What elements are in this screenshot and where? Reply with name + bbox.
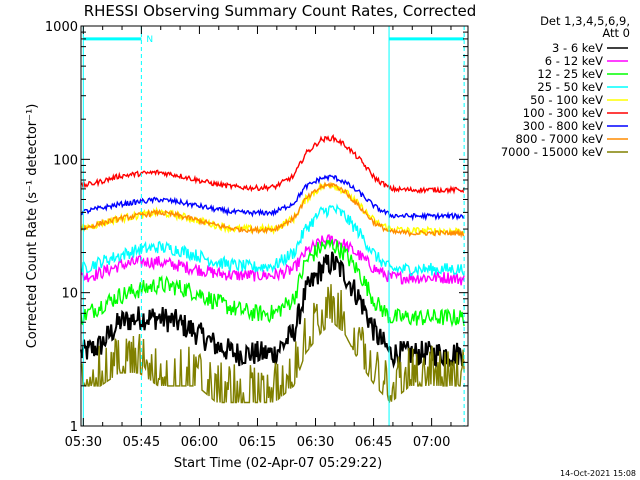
legend-label-4: 50 - 100 keV: [530, 93, 603, 107]
plot-frame: [80, 25, 469, 427]
timestamp: 14-Oct-2021 15:08: [560, 469, 636, 478]
x-tick-label-4: 06:30: [297, 435, 334, 450]
night-marker-label: N: [146, 35, 153, 45]
series-line-3: [80, 203, 465, 277]
legend-label-3: 25 - 50 keV: [537, 80, 603, 94]
series-layer: [80, 134, 465, 404]
y-tick-label-2: 100: [53, 153, 78, 168]
legend-label-8: 7000 - 15000 keV: [501, 145, 603, 159]
legend-label-5: 100 - 300 keV: [523, 106, 603, 120]
x-tick-label-0: 05:30: [65, 435, 102, 450]
chart-title: RHESSI Observing Summary Count Rates, Co…: [84, 2, 477, 20]
annotation-layer: N: [82, 26, 465, 426]
y-tick-label-0: 1: [70, 420, 78, 435]
series-line-6: [80, 174, 465, 222]
series-line-4: [80, 182, 465, 236]
y-axis-label: Corrected Count Rate (s⁻¹ detector⁻¹): [25, 104, 40, 349]
x-tick-label-6: 07:00: [413, 435, 450, 450]
series-line-8: [80, 284, 465, 404]
legend-header-1: Att 0: [602, 26, 630, 40]
legend-header-0: Det 1,3,4,5,6,9,: [540, 14, 630, 28]
series-line-7: [80, 181, 465, 239]
x-tick-label-1: 05:45: [123, 435, 160, 450]
x-tick-label-5: 06:45: [355, 435, 392, 450]
x-tick-label-2: 06:00: [181, 435, 218, 450]
legend-label-0: 3 - 6 keV: [552, 41, 603, 55]
series-line-0: [80, 251, 465, 369]
legend-label-6: 300 - 800 keV: [523, 119, 603, 133]
y-tick-label-1: 10: [61, 287, 78, 302]
legend-label-2: 12 - 25 keV: [537, 67, 603, 81]
x-axis-label: Start Time (02-Apr-07 05:29:22): [174, 456, 382, 471]
y-tick-label-3: 1000: [45, 20, 78, 35]
legend-label-1: 6 - 12 keV: [545, 54, 603, 68]
y-axis: 1 10 100 1000: [45, 20, 468, 435]
series-line-2: [80, 239, 465, 328]
series-line-5: [80, 134, 465, 195]
legend-label-7: 800 - 7000 keV: [515, 132, 603, 146]
x-axis: 05:30 05:45 06:00 06:15 06:30 06:45 07:00: [65, 26, 452, 450]
x-tick-label-3: 06:15: [239, 435, 276, 450]
series-line-1: [80, 234, 465, 286]
